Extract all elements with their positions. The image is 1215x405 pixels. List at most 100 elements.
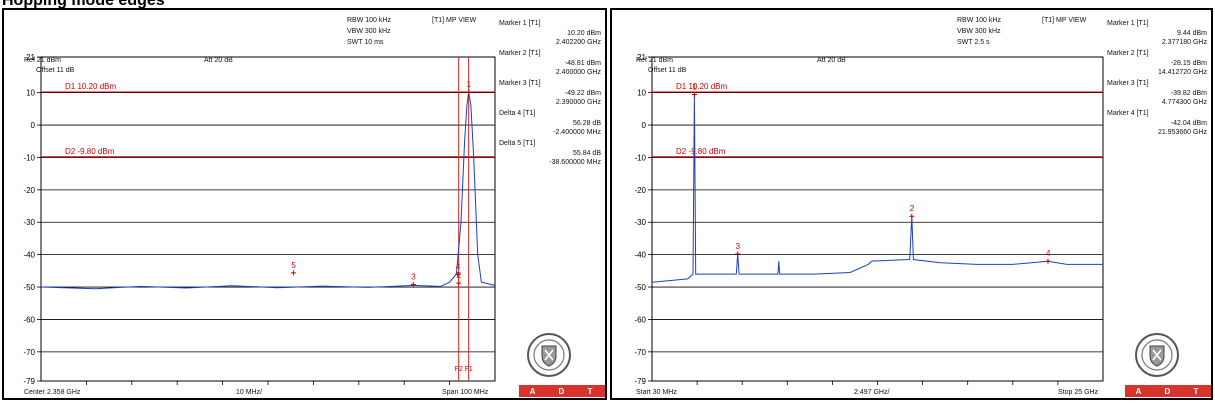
marker-point [290,270,296,276]
marker-number: 5 [291,261,296,270]
vbw: VBW 300 kHz [957,28,1001,35]
page-heading: Hopping mode edges [2,0,165,9]
spectrum-panel-left: 21 10 0 -10 -20 -30 -40 -50 -60 -70 -79 D1 10.20 dB… [2,8,607,400]
adt-letter: A [1135,386,1144,396]
marker-readout-label: Marker 1 [T1] [1107,20,1149,27]
y-tick-label: -70 [634,348,646,357]
marker-readout-level: -42.04 dBm [1170,120,1207,127]
rbw: RBW 100 kHz [957,17,1001,24]
frequency-span: Span 100 MHz [442,389,489,396]
marker-point [735,251,741,257]
frequency-division: 2.497 GHz/ [854,389,890,396]
spectrum-trace [651,94,1103,283]
adt-letter: D [558,386,567,396]
y-tick-label: 21 [637,53,646,62]
marker-point [1045,258,1051,264]
adt-letter: A [529,386,538,396]
y-tick-label: -10 [634,153,646,162]
marker-point [410,282,416,288]
marker-readout-level: 10.20 dBm [567,30,601,37]
y-tick-label: -60 [23,315,35,324]
adt-letter: T [587,386,595,396]
attenuation: Att 20 dB [204,57,233,64]
marker-number: 2 [910,204,915,213]
y-tick-label: -79 [23,377,35,386]
y-tick-label: -50 [23,283,35,292]
offset-label: Offset 11 dB [648,67,687,74]
adt-letter: D [1164,386,1173,396]
marker-readout-label: Marker 4 [T1] [1107,110,1149,117]
spectrum-trace [40,91,496,290]
marker-number: 3 [736,242,741,251]
frequency-division: 10 MHz/ [236,389,263,396]
marker-readout-level: 55.84 dB [572,150,601,157]
marker-readout-freq: 2.402200 GHz [555,39,601,46]
adt-badge: A D T [1125,385,1211,397]
y-tick-label: -60 [634,315,646,324]
y-tick-label: 0 [31,121,36,130]
stop-frequency: Stop 25 GHz [1058,389,1099,396]
plot-frame [40,56,496,382]
y-tick-label: 10 [26,89,35,98]
attenuation: Att 20 dB [817,57,846,64]
y-tick-label: -50 [634,283,646,292]
display-line-label: D2 -9.80 dBm [65,147,115,156]
sweep-time: SWT 10 ms [347,39,384,46]
marker-readout-level: -49.22 dBm [564,90,601,97]
y-tick-label: 21 [26,53,35,62]
frequency-line-label: F1 [465,366,473,373]
marker-readout-level: 56.28 dB [572,120,601,127]
display-line-label: D1 10.20 dBm [65,82,116,91]
marker-readout-freq: 2.400000 GHz [555,69,601,76]
adt-badge: A D T [519,385,605,397]
rbw: RBW 100 kHz [347,17,391,24]
marker-point [455,271,461,277]
marker-readout-level: 9.44 dBm [1177,30,1207,37]
marker-readout-label: Delta 5 [T1] [499,140,536,147]
ref-level: Ref 21 dBm [24,57,61,64]
marker-number: 2 [457,271,462,280]
marker-readout-level: -39.82 dBm [1170,90,1207,97]
y-tick-label: -30 [23,218,35,227]
offset-label: Offset 11 dB [36,67,75,74]
marker-number: 4 [1046,249,1051,258]
marker-readout-freq: 4.774300 GHz [1161,99,1207,106]
center-frequency: Center 2.358 GHz [24,389,81,396]
marker-readout-label: Marker 3 [T1] [499,80,541,87]
marker-readout-label: Marker 2 [T1] [1107,50,1149,57]
bureau-veritas-seal-icon [527,333,571,377]
view-mode: [T1] MP VIEW [432,17,477,24]
marker-readout-freq: -2.400000 MHz [553,129,601,136]
display-line-label: D1 10.20 dBm [676,82,727,91]
y-tick-label: -10 [23,153,35,162]
marker-point [691,91,697,97]
y-tick-label: 10 [637,89,646,98]
y-tick-label: -40 [23,251,35,260]
sweep-time: SWT 2.5 s [957,39,990,46]
marker-number: 3 [411,273,416,282]
marker-readout-label: Delta 4 [T1] [499,110,536,117]
marker-point [466,89,472,95]
frequency-line-label: F2 [455,366,463,373]
spectrum-panel-right: 21 10 0 -10 -20 -30 -40 -50 -60 -70 -79 D1 10.20 dB… [610,8,1213,400]
marker-number: 1 [467,80,472,89]
marker-readout-label: Marker 3 [T1] [1107,80,1149,87]
marker-readout-freq: 21.953660 GHz [1157,129,1207,136]
marker-point [456,280,462,286]
y-tick-label: -40 [634,251,646,260]
marker-readout-label: Marker 2 [T1] [499,50,541,57]
bureau-veritas-seal-icon [1135,333,1179,377]
marker-readout-freq: 2.377180 GHz [1161,39,1207,46]
display-line-label: D2 -9.80 dBm [676,147,726,156]
marker-readout-freq: 14.412720 GHz [1157,69,1207,76]
vbw: VBW 300 kHz [347,28,391,35]
y-tick-label: -70 [23,348,35,357]
marker-readout-level: -48.81 dBm [564,60,601,67]
plot-frame [651,56,1104,382]
marker-number: 4 [456,262,461,271]
ref-level: Ref 21 dBm [636,57,673,64]
view-mode: [T1] MP VIEW [1042,17,1087,24]
marker-readout-freq: 2.390000 GHz [555,99,601,106]
